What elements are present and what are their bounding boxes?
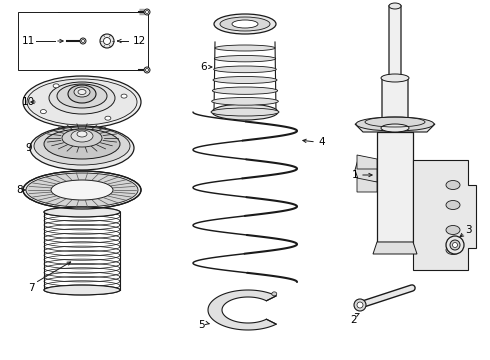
Ellipse shape bbox=[220, 17, 270, 31]
Ellipse shape bbox=[146, 68, 148, 72]
Ellipse shape bbox=[100, 34, 114, 48]
Ellipse shape bbox=[74, 87, 90, 97]
Polygon shape bbox=[355, 124, 435, 132]
Ellipse shape bbox=[381, 74, 409, 82]
Polygon shape bbox=[357, 155, 377, 169]
Ellipse shape bbox=[212, 98, 278, 105]
Ellipse shape bbox=[34, 127, 130, 165]
Text: 6: 6 bbox=[200, 62, 207, 72]
Ellipse shape bbox=[357, 302, 363, 308]
Polygon shape bbox=[357, 178, 377, 192]
Ellipse shape bbox=[356, 117, 434, 131]
Ellipse shape bbox=[27, 79, 137, 125]
Ellipse shape bbox=[211, 108, 279, 116]
Ellipse shape bbox=[81, 40, 84, 42]
Ellipse shape bbox=[53, 84, 59, 88]
Ellipse shape bbox=[452, 243, 458, 248]
Ellipse shape bbox=[146, 10, 148, 13]
Ellipse shape bbox=[68, 85, 96, 103]
Ellipse shape bbox=[214, 66, 276, 73]
Ellipse shape bbox=[105, 116, 111, 120]
Ellipse shape bbox=[77, 131, 87, 137]
Ellipse shape bbox=[103, 37, 111, 45]
Ellipse shape bbox=[450, 240, 460, 250]
Text: 8: 8 bbox=[16, 185, 23, 195]
Ellipse shape bbox=[144, 67, 150, 73]
Text: 9: 9 bbox=[25, 143, 32, 153]
Ellipse shape bbox=[272, 292, 277, 296]
Ellipse shape bbox=[446, 236, 464, 254]
Polygon shape bbox=[377, 132, 413, 242]
Ellipse shape bbox=[121, 94, 127, 98]
Ellipse shape bbox=[446, 246, 460, 255]
Ellipse shape bbox=[44, 129, 120, 159]
FancyBboxPatch shape bbox=[18, 12, 148, 70]
Ellipse shape bbox=[78, 90, 86, 94]
Text: 4: 4 bbox=[318, 137, 325, 147]
Ellipse shape bbox=[30, 126, 134, 170]
Text: 5: 5 bbox=[198, 320, 205, 330]
Ellipse shape bbox=[26, 173, 138, 207]
Ellipse shape bbox=[389, 3, 401, 9]
Ellipse shape bbox=[80, 38, 86, 44]
Ellipse shape bbox=[215, 45, 275, 51]
Ellipse shape bbox=[446, 201, 460, 210]
Ellipse shape bbox=[381, 124, 409, 132]
Polygon shape bbox=[355, 156, 377, 182]
Ellipse shape bbox=[57, 84, 107, 108]
Ellipse shape bbox=[51, 180, 113, 200]
Ellipse shape bbox=[144, 9, 150, 15]
Text: 10: 10 bbox=[22, 97, 35, 107]
Ellipse shape bbox=[214, 14, 276, 34]
Ellipse shape bbox=[40, 109, 47, 114]
Ellipse shape bbox=[23, 171, 141, 209]
Text: 11: 11 bbox=[22, 36, 35, 46]
Text: 7: 7 bbox=[28, 283, 35, 293]
Polygon shape bbox=[373, 242, 417, 254]
Text: 1: 1 bbox=[352, 170, 359, 180]
Ellipse shape bbox=[446, 225, 460, 234]
Ellipse shape bbox=[49, 82, 115, 114]
Text: 3: 3 bbox=[465, 225, 472, 235]
Ellipse shape bbox=[23, 76, 141, 128]
Ellipse shape bbox=[212, 87, 278, 94]
Ellipse shape bbox=[213, 77, 277, 84]
Polygon shape bbox=[413, 160, 476, 270]
Ellipse shape bbox=[71, 130, 93, 142]
Ellipse shape bbox=[232, 20, 258, 28]
Ellipse shape bbox=[44, 207, 120, 217]
FancyBboxPatch shape bbox=[382, 77, 408, 129]
FancyBboxPatch shape bbox=[389, 5, 401, 79]
Ellipse shape bbox=[354, 299, 366, 311]
Text: 2: 2 bbox=[350, 315, 357, 325]
Ellipse shape bbox=[62, 129, 102, 147]
Ellipse shape bbox=[212, 104, 278, 120]
Polygon shape bbox=[208, 290, 276, 330]
Ellipse shape bbox=[214, 55, 276, 62]
Text: 12: 12 bbox=[133, 36, 146, 46]
Ellipse shape bbox=[446, 180, 460, 189]
Ellipse shape bbox=[44, 285, 120, 295]
